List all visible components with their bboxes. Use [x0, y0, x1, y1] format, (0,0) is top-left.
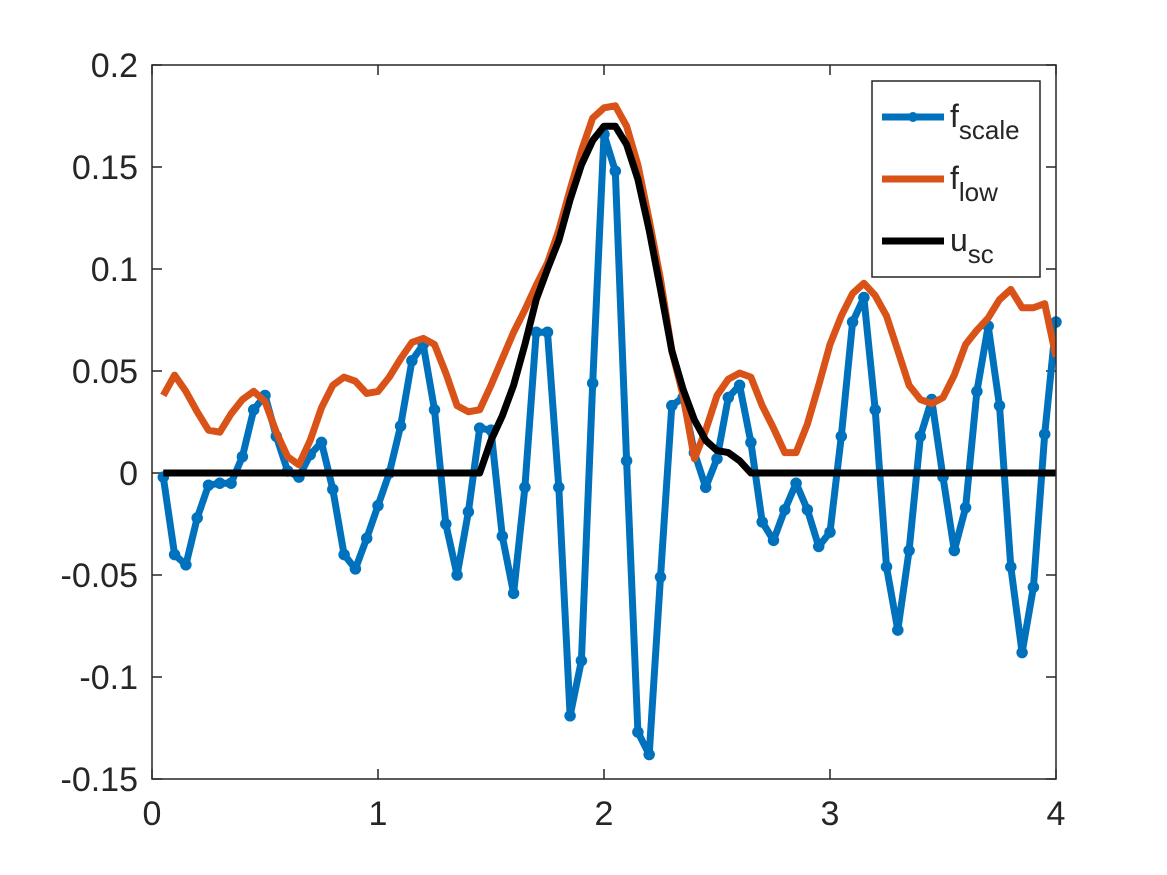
series-marker [530, 326, 542, 338]
y-tick-label: -0.1 [79, 659, 138, 697]
x-tick-label: 4 [1047, 795, 1066, 833]
series-marker [880, 561, 893, 573]
series-marker [779, 503, 791, 516]
series-marker [564, 710, 576, 722]
series-marker [315, 436, 328, 449]
series-marker [948, 544, 961, 557]
series-marker [473, 422, 486, 434]
axes-box [151, 64, 1057, 780]
series-marker [609, 165, 622, 177]
x-tick-label: 2 [595, 795, 614, 833]
series-marker [451, 569, 463, 581]
series-marker [541, 326, 554, 338]
series-marker [496, 530, 509, 542]
series-marker [643, 748, 655, 761]
y-tick-label: 0 [119, 455, 138, 493]
series-marker [801, 503, 814, 516]
legend-label: fscale [950, 98, 1020, 145]
x-tick-label: 0 [143, 795, 162, 833]
series-marker [959, 501, 972, 514]
series-marker [406, 355, 418, 367]
series-marker [790, 477, 802, 489]
series-marker [586, 377, 599, 389]
series-marker [892, 624, 904, 636]
series-marker [824, 526, 836, 538]
series-marker [372, 499, 384, 512]
series-marker [846, 316, 859, 328]
series-marker [654, 571, 667, 583]
y-tick-label: -0.15 [61, 761, 139, 799]
series-marker [202, 479, 215, 491]
series-line [160, 102, 1056, 469]
series-marker [993, 399, 1006, 412]
series-marker [745, 436, 757, 449]
series-marker [1038, 428, 1051, 440]
series-marker [440, 518, 452, 530]
series-marker [914, 430, 927, 443]
series-marker [903, 544, 915, 557]
series-marker [180, 559, 192, 571]
series-marker [767, 534, 780, 547]
series-marker [575, 654, 588, 667]
series-marker [236, 450, 249, 463]
series-marker [338, 548, 350, 561]
series-marker [1027, 581, 1040, 593]
series-marker [1016, 646, 1028, 659]
series-marker [835, 430, 848, 443]
series-marker [394, 420, 407, 432]
legend-label: flow [950, 160, 998, 207]
legend: fscale flow usc [871, 80, 1041, 278]
series-marker [711, 452, 723, 465]
y-tick-label: -0.05 [61, 557, 139, 595]
x-tick-label: 1 [369, 795, 388, 833]
series-marker [620, 455, 633, 467]
y-tick-label: 0.05 [72, 353, 138, 391]
series-marker [225, 477, 237, 489]
y-tick-label: 0.1 [91, 251, 138, 289]
y-tick-label: 0.2 [91, 47, 138, 85]
series-marker [553, 481, 565, 494]
series-marker [428, 404, 441, 416]
series-marker [191, 512, 203, 524]
legend-marker [908, 112, 918, 122]
series-line [163, 122, 1056, 477]
series-marker [756, 516, 768, 528]
series-marker [666, 399, 678, 412]
series-marker [971, 385, 983, 398]
series-marker [519, 481, 531, 494]
series-marker [360, 532, 373, 545]
series-marker [812, 540, 825, 553]
series-marker [349, 563, 362, 575]
series-marker [858, 291, 870, 304]
legend-label: usc [950, 222, 994, 269]
series-marker [214, 477, 226, 489]
series-marker [733, 379, 746, 392]
series-marker [507, 587, 520, 600]
series-marker [327, 483, 339, 496]
series-marker [1005, 561, 1017, 573]
series-marker [462, 506, 475, 518]
series-marker [699, 481, 712, 494]
series-marker [869, 404, 881, 416]
series-marker [247, 404, 260, 416]
x-tick-label: 3 [821, 795, 840, 833]
y-tick-label: 0.15 [72, 149, 138, 187]
series-marker [722, 391, 735, 404]
series-marker [168, 548, 181, 561]
series-marker [632, 726, 644, 738]
